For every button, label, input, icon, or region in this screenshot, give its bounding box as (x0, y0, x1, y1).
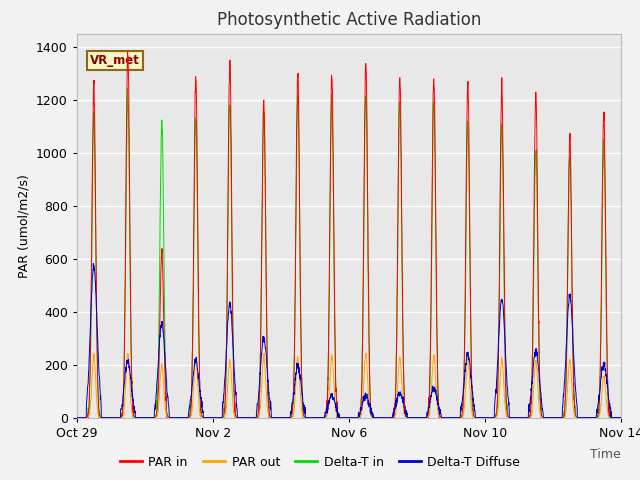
Text: VR_met: VR_met (90, 54, 140, 67)
Y-axis label: PAR (umol/m2/s): PAR (umol/m2/s) (17, 174, 30, 277)
Text: Time: Time (590, 448, 621, 461)
Legend: PAR in, PAR out, Delta-T in, Delta-T Diffuse: PAR in, PAR out, Delta-T in, Delta-T Dif… (115, 451, 525, 474)
Title: Photosynthetic Active Radiation: Photosynthetic Active Radiation (216, 11, 481, 29)
